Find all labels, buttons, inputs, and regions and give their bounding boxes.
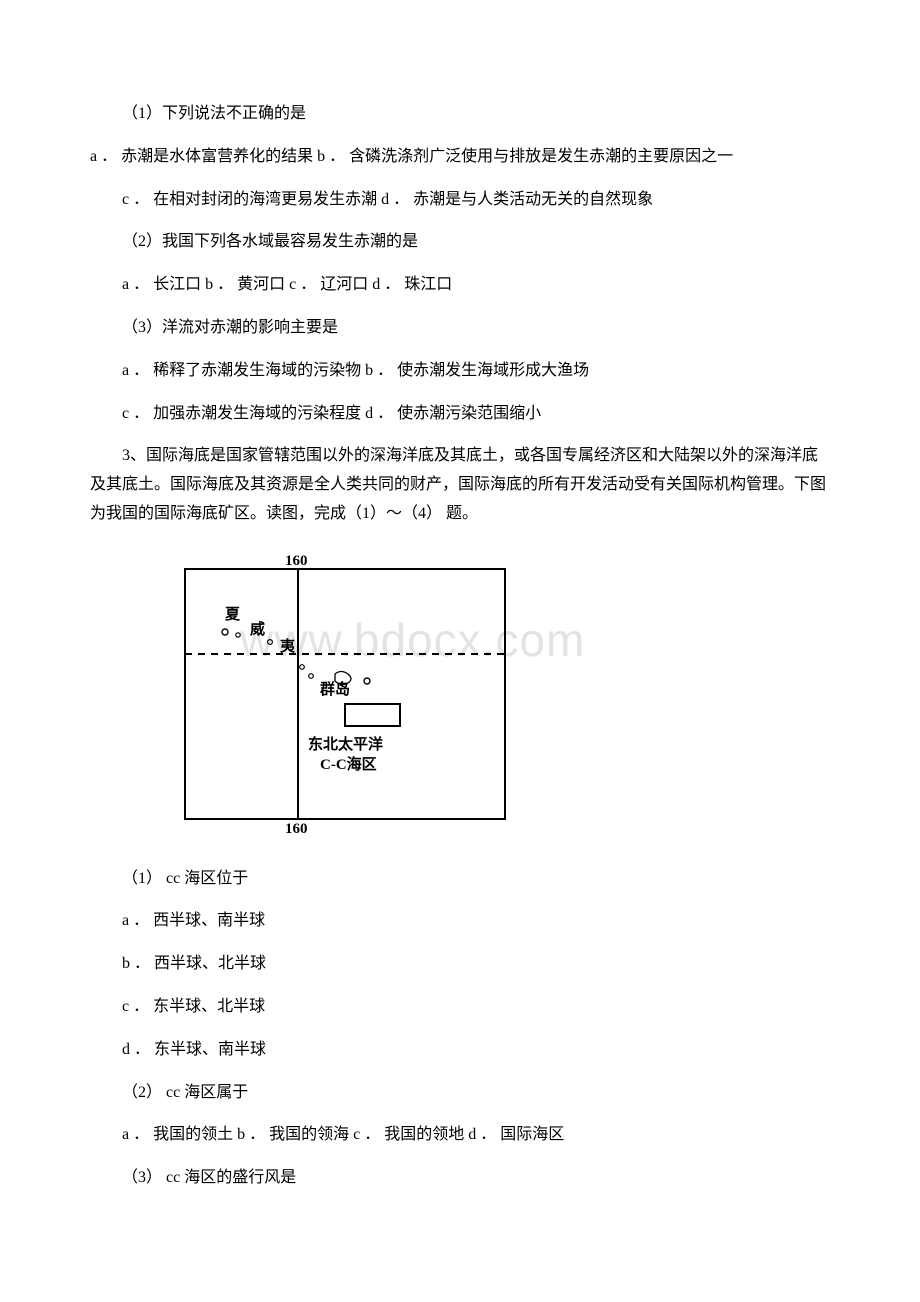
q3-sub1-opt-d: d ． 东半球、南半球	[90, 1036, 830, 1065]
diagram-qundao-label: 群岛	[320, 680, 350, 698]
diagram-bottom-label: 160	[285, 821, 308, 834]
q2-sub1-options-line2: c ． 在相对封闭的海湾更易发生赤潮 d ． 赤潮是与人类活动无关的自然现象	[90, 186, 830, 215]
q2-sub3-options-line1: a ． 稀释了赤潮发生海域的污染物 b ． 使赤潮发生海域形成大渔场	[90, 357, 830, 386]
q2-sub3-options-line2: c ． 加强赤潮发生海域的污染程度 d ． 使赤潮污染范围缩小	[90, 400, 830, 429]
q2-sub2-options: a ． 长江口 b ． 黄河口 c ． 辽河口 d ． 珠江口	[90, 271, 830, 300]
diagram-cc-label: C-C海区	[320, 755, 377, 773]
q3-sub2-options: a ． 我国的领土 b ． 我国的领海 c ． 我国的领地 d ． 国际海区	[90, 1121, 830, 1150]
diagram-wei-label: 威	[250, 620, 265, 638]
q2-sub1-options-line1: a ． 赤潮是水体富营养化的结果 b ． 含磷洗涤剂广泛使用与排放是发生赤潮的主…	[90, 143, 830, 172]
q2-sub1-stem: （1）下列说法不正确的是	[90, 100, 830, 129]
q2-sub3-stem: （3）洋流对赤潮的影响主要是	[90, 314, 830, 343]
q3-sub1-opt-a: a ． 西半球、南半球	[90, 907, 830, 936]
diagram-top-label: 160	[285, 553, 308, 569]
q3-sub3-stem: （3） cc 海区的盛行风是	[90, 1164, 830, 1193]
diagram-yi-label: 夷	[280, 637, 296, 655]
q3-diagram: www.bdocx.com 160 夏 威 夷 群岛	[130, 549, 830, 845]
diagram-xia-label: 夏	[224, 606, 241, 623]
q2-sub2-stem: （2）我国下列各水域最容易发生赤潮的是	[90, 228, 830, 257]
q3-sub1-stem: （1） cc 海区位于	[90, 865, 830, 894]
q3-sub1-opt-c: c ． 东半球、北半球	[90, 993, 830, 1022]
q3-sub2-stem: （2） cc 海区属于	[90, 1079, 830, 1108]
diagram-pacific-label: 东北太平洋	[308, 735, 383, 753]
q3-stem: 3、国际海底是国家管辖范围以外的深海洋底及其底土，或各国专属经济区和大陆架以外的…	[90, 442, 830, 528]
q3-sub1-opt-b: b ． 西半球、北半球	[90, 950, 830, 979]
